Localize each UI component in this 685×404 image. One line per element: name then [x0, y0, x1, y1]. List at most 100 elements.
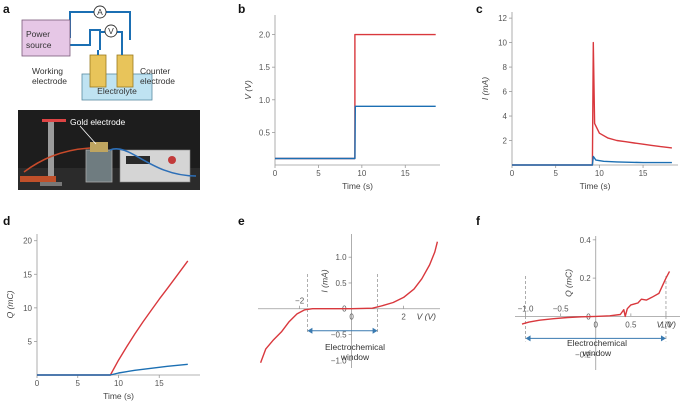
d-y-tick-label: 15	[23, 270, 32, 279]
d-series-blue-line	[37, 363, 188, 376]
f-x-tick-label: 1.0	[660, 320, 672, 329]
photo-blue-wire	[109, 148, 197, 177]
working-electrode	[89, 54, 107, 88]
photo-red-wire	[23, 147, 91, 173]
c-x-tick-label: 0	[510, 169, 515, 178]
f-y-tick-label: 0.4	[580, 236, 592, 245]
circuit-schematic: Power source A V Electrolyte Working ele…	[21, 5, 175, 101]
apparatus-photo: Gold electrode	[18, 110, 200, 190]
f-x-tick-label: 0	[594, 320, 599, 329]
b-y-tick-label: 0.5	[259, 128, 271, 137]
counter-electrode-label-2: electrode	[140, 76, 175, 86]
voltmeter-icon	[104, 24, 118, 38]
f-window-arrowhead-left	[525, 335, 531, 342]
d-y-tick-label: 10	[23, 304, 32, 313]
e-y-axis-label: I (mA)	[320, 269, 330, 292]
photo-meter-display	[126, 156, 150, 164]
d-y-tick-label: 5	[28, 337, 33, 346]
e-window-arrowhead-left	[307, 327, 313, 334]
e-x-tick-label: −2	[295, 297, 305, 306]
c-y-axis-label: I (mA)	[480, 77, 490, 100]
photo-stand	[48, 120, 54, 182]
chart-e-current-vs-voltage: −20 21.00.50−0.5−1.0V (V)I (mA)	[258, 234, 440, 368]
panel-b-label: b	[238, 2, 245, 16]
photo-red-clip	[42, 119, 66, 122]
e-x-axis-label: V (V)	[417, 312, 437, 322]
c-y-tick-label: 2	[503, 137, 508, 146]
c-y-tick-label: 10	[498, 39, 507, 48]
chart-b-voltage-vs-time: 0 5 10 15 0.5 1.0 1.5 2.0 Time (s) V (V)	[243, 15, 440, 191]
panel-f-window-label-1: Electrochemical	[567, 338, 627, 348]
b-y-axis-label: V (V)	[243, 80, 253, 100]
c-series-red-line	[512, 41, 672, 166]
working-electrode-label-2: electrode	[32, 76, 67, 86]
b-x-tick-label: 15	[401, 169, 410, 178]
f-y-axis-label: Q (mC)	[564, 269, 574, 297]
power-source-box	[21, 19, 71, 57]
b-y-tick-label: 1.5	[259, 63, 271, 72]
f-x-tick-label: −0.5	[553, 304, 569, 313]
photo-annotation-line	[79, 125, 97, 145]
photo-electrode-holder	[90, 142, 108, 152]
panel-e-label: e	[238, 214, 245, 228]
c-y-tick-label: 6	[503, 88, 508, 97]
photo-stand-base	[40, 182, 62, 186]
e-window-arrowhead-right	[372, 327, 378, 334]
c-x-tick-label: 5	[553, 169, 558, 178]
e-x-tick-label: 2	[401, 313, 406, 322]
b-x-tick-label: 5	[316, 169, 321, 178]
d-x-axis-label: Time (s)	[103, 391, 134, 401]
c-x-axis-label: Time (s)	[580, 181, 611, 191]
wire-voltmeter	[70, 29, 101, 50]
counter-electrode	[116, 54, 134, 88]
c-y-tick-label: 8	[503, 63, 508, 72]
panel-f-window-label-2: window	[582, 348, 612, 358]
panel-a-label: a	[3, 2, 10, 16]
f-series-red-line	[521, 271, 671, 325]
e-y-tick-label: −1.0	[331, 356, 347, 365]
e-y-tick-label: 1.0	[335, 253, 347, 262]
power-source-label-1: Power	[26, 29, 50, 39]
c-y-tick-label: 12	[498, 14, 507, 23]
d-x-tick-label: 10	[114, 379, 123, 388]
ammeter-icon	[93, 5, 107, 19]
f-y-tick-label: 0.2	[580, 274, 592, 283]
c-y-tick-label: 4	[503, 112, 508, 121]
f-window-arrowhead-right	[660, 335, 666, 342]
d-y-tick-label: 20	[23, 237, 32, 246]
electrolyte-label: Electrolyte	[97, 86, 137, 96]
b-y-tick-label: 2.0	[259, 31, 271, 40]
chart-f-charge-vs-voltage: −1.0 −0.50 0.5 1.00.40.20−0.2V (V)Q (mC)	[515, 236, 680, 370]
c-series-blue-line	[512, 155, 672, 166]
gold-electrode-label: Gold electrode	[70, 117, 126, 127]
photo-meter-knob	[168, 156, 176, 164]
d-x-tick-label: 15	[155, 379, 164, 388]
b-x-axis-label: Time (s)	[342, 181, 373, 191]
f-x-axis-label: V (V)	[657, 319, 677, 329]
panel-c-label: c	[476, 2, 483, 16]
b-x-tick-label: 10	[357, 169, 366, 178]
photo-beaker	[85, 149, 113, 183]
e-y-tick-label: −0.5	[331, 331, 347, 340]
d-series-red-line	[37, 260, 189, 376]
b-y-tick-label: 1.0	[259, 96, 271, 105]
f-y-tick-label: −0.2	[575, 351, 591, 360]
f-x-tick-label: 0.5	[625, 320, 637, 329]
working-electrode-label-1: Working	[32, 66, 63, 76]
panel-e-window-label-2: window	[340, 352, 370, 362]
c-x-tick-label: 10	[595, 169, 604, 178]
chart-d-charge-vs-time: 0 5 10 15 5 10 15 20 Time (s) Q (mC)	[5, 234, 200, 401]
panel-e-window-label-1: Electrochemical	[325, 342, 385, 352]
photo-cable-bundle	[20, 176, 56, 182]
b-x-tick-label: 0	[273, 169, 278, 178]
panel-d-label: d	[3, 214, 10, 228]
voltmeter-label: V	[108, 26, 114, 36]
ammeter-label: A	[97, 7, 103, 17]
e-series-red-line	[259, 241, 439, 364]
d-y-axis-label: Q (mC)	[5, 290, 15, 318]
power-source-label-2: source	[26, 40, 52, 50]
c-x-tick-label: 15	[639, 169, 648, 178]
e-x-tick-label: 0	[349, 313, 354, 322]
d-x-tick-label: 5	[76, 379, 81, 388]
